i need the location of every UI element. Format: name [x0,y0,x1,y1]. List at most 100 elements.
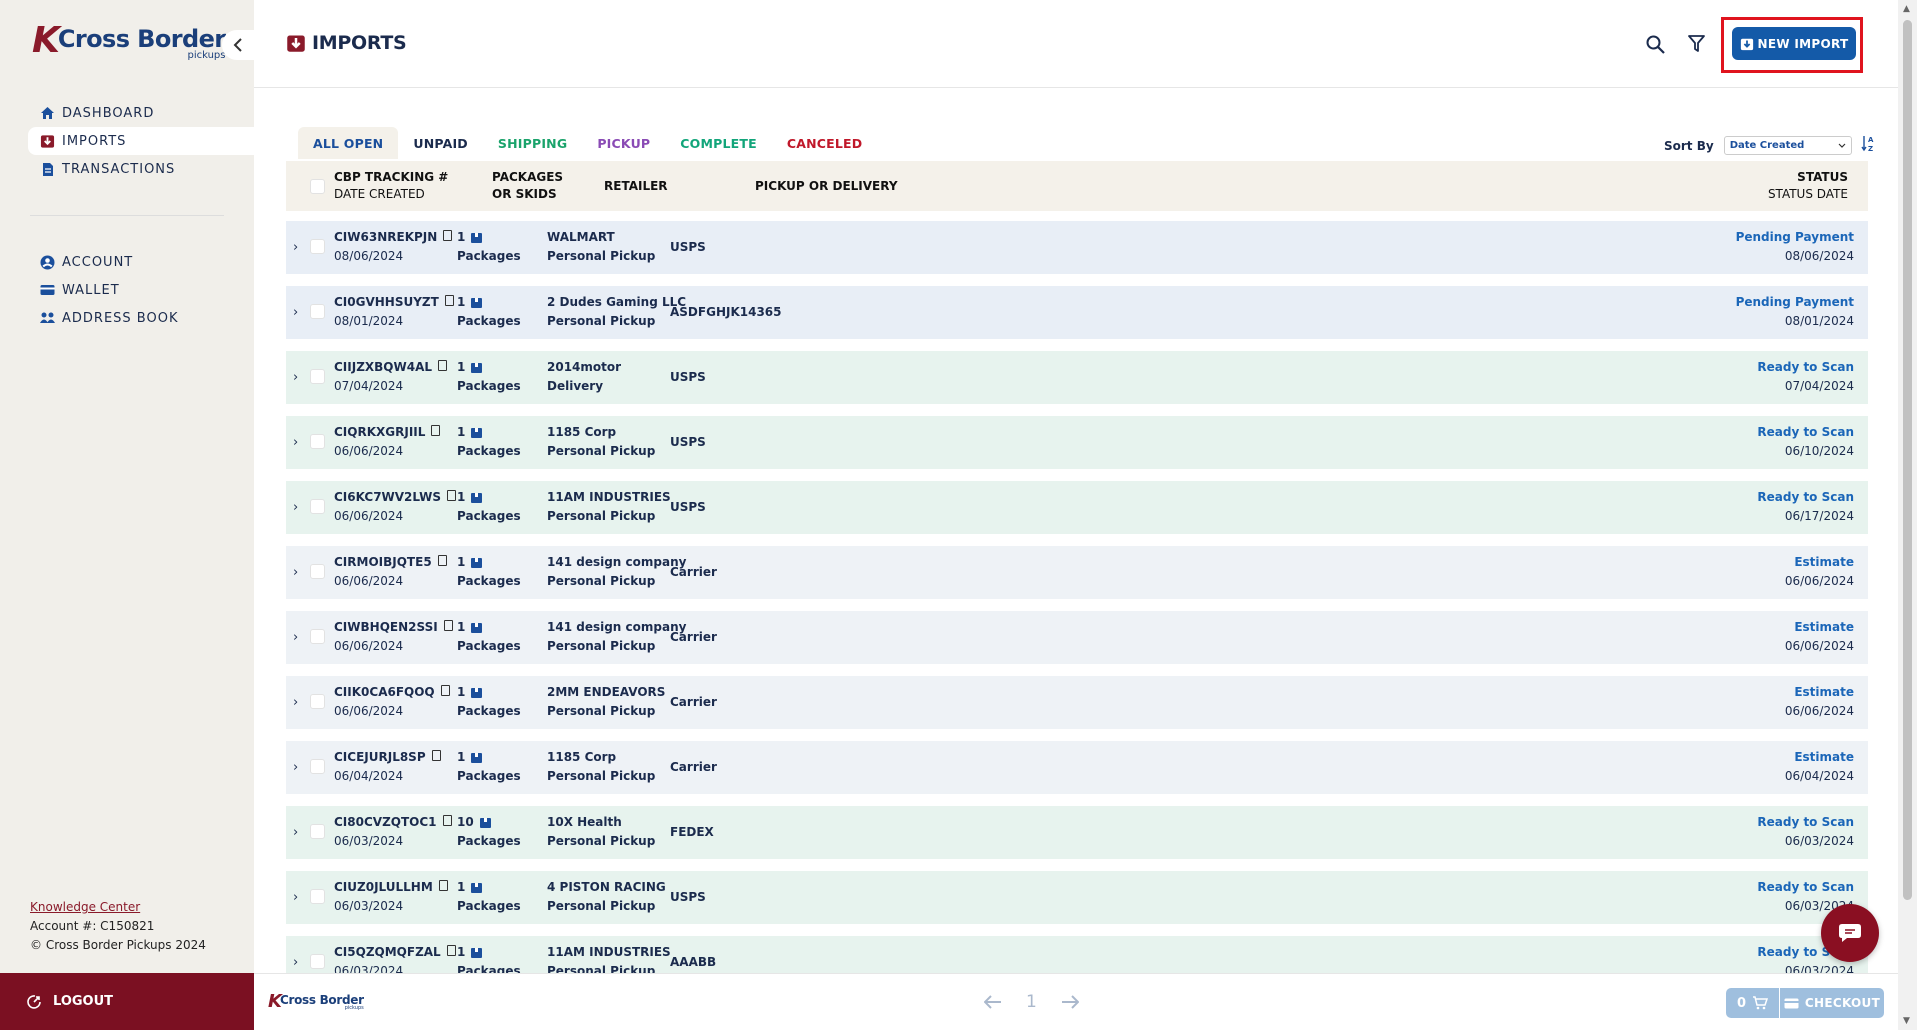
table-row[interactable]: › CIWBHQEN2SSI 06/06/2024 1 Packages 141 desi… [286,611,1868,664]
copy-icon[interactable] [442,815,452,826]
new-import-button[interactable]: NEW IMPORT [1732,27,1856,60]
sort-select[interactable]: Date Created [1723,136,1852,155]
sidebar-item-imports[interactable]: IMPORTS [28,127,254,155]
copy-icon[interactable] [440,685,450,696]
expand-row-icon[interactable]: › [293,565,299,580]
table-row[interactable]: › CIIJZXBQW4AL 07/04/2024 1 Packages 2014moto… [286,351,1868,404]
row-checkbox[interactable] [310,954,325,969]
row-checkbox[interactable] [310,369,325,384]
chat-launcher-button[interactable] [1821,904,1879,962]
copy-icon[interactable] [438,360,448,371]
expand-row-icon[interactable]: › [293,955,299,970]
sidebar-item-wallet[interactable]: WALLET [28,276,254,304]
filter-button[interactable] [1684,32,1708,56]
brand-logo[interactable]: K Cross Border pickups [32,23,226,61]
expand-row-icon[interactable]: › [293,305,299,320]
next-page-button[interactable] [1061,990,1080,1014]
knowledge-center-link[interactable]: Knowledge Center [30,900,141,914]
table-row[interactable]: › CI80CVZQTOC1 06/03/2024 10 Packages 10X Hea… [286,806,1868,859]
row-checkbox[interactable] [310,304,325,319]
expand-row-icon[interactable]: › [293,760,299,775]
copy-icon[interactable] [443,230,453,241]
expand-row-icon[interactable]: › [293,500,299,515]
tab-all-open[interactable]: ALL OPEN [298,127,399,159]
column-tracking[interactable]: CBP TRACKING # DATE CREATED [334,169,448,203]
sidebar-item-address-book[interactable]: ADDRESS BOOK [28,304,254,332]
table-row[interactable]: › CICEJURJL8SP 06/04/2024 1 Packages 1185 Cor… [286,741,1868,794]
expand-row-icon[interactable]: › [293,825,299,840]
tracking-number[interactable]: CIIK0CA6FQOQ [334,685,435,699]
cart-button[interactable]: 0 [1726,988,1779,1018]
current-page[interactable]: 1 [1026,992,1037,1012]
tracking-number[interactable]: CI0GVHHSUYZT [334,295,439,309]
table-row[interactable]: › CI0GVHHSUYZT 08/01/2024 1 Packages 2 Dudes … [286,286,1868,339]
tab-shipping[interactable]: SHIPPING [497,135,568,151]
copy-icon[interactable] [443,620,453,631]
tracking-number[interactable]: CIWBHQEN2SSI [334,620,438,634]
tab-pickup[interactable]: PICKUP [597,135,651,151]
expand-row-icon[interactable]: › [293,890,299,905]
tab-unpaid[interactable]: UNPAID [413,135,468,151]
tracking-number[interactable]: CICEJURJL8SP [334,750,426,764]
column-packages[interactable]: PACKAGES OR SKIDS [492,169,563,203]
page-scrollbar[interactable]: ▲ ▼ [1898,0,1917,1030]
row-checkbox[interactable] [310,499,325,514]
copy-icon[interactable] [446,945,456,956]
tracking-number[interactable]: CI80CVZQTOC1 [334,815,437,829]
row-checkbox[interactable] [310,564,325,579]
tracking-number[interactable]: CI5QZQMQFZAL [334,945,441,959]
scroll-up-icon[interactable]: ▲ [1903,4,1910,14]
expand-row-icon[interactable]: › [293,630,299,645]
logout-button[interactable]: LOGOUT [0,973,254,1030]
sidebar-item-dashboard[interactable]: DASHBOARD [28,99,254,127]
table-row[interactable]: › CIQRKXGRJIIL 06/06/2024 1 Packages 1185 Cor… [286,416,1868,469]
table-row[interactable]: › CIW63NREKPJN 08/06/2024 1 Packages WALMART P… [286,221,1868,274]
expand-row-icon[interactable]: › [293,695,299,710]
row-checkbox[interactable] [310,239,325,254]
scrollbar-thumb[interactable] [1903,20,1912,900]
expand-row-icon[interactable]: › [293,240,299,255]
table-row[interactable]: › CIRMOIBJQTE5 06/06/2024 1 Packages 141 desi… [286,546,1868,599]
column-retailer[interactable]: RETAILER [604,178,668,193]
row-checkbox[interactable] [310,824,325,839]
copy-icon[interactable] [431,425,441,436]
table-row[interactable]: › CI6KC7WV2LWS 06/06/2024 1 Packages 11AM IND… [286,481,1868,534]
sidebar-item-transactions[interactable]: TRANSACTIONS [28,155,254,183]
row-checkbox[interactable] [310,434,325,449]
expand-row-icon[interactable]: › [293,370,299,385]
copy-icon[interactable] [447,490,457,501]
copy-icon[interactable] [444,295,454,306]
row-checkbox[interactable] [310,629,325,644]
expand-row-icon[interactable]: › [293,435,299,450]
column-pickup[interactable]: PICKUP OR DELIVERY [755,178,898,193]
copy-icon[interactable] [438,880,448,891]
table-row[interactable]: › CI5QZQMQFZAL 06/03/2024 1 Packages 11AM IND… [286,936,1868,973]
select-all-checkbox[interactable] [310,179,325,194]
tracking-number[interactable]: CIRMOIBJQTE5 [334,555,432,569]
sidebar-item-account[interactable]: ACCOUNT [28,248,254,276]
tracking-number[interactable]: CIW63NREKPJN [334,230,438,244]
table-row[interactable]: › CIIK0CA6FQOQ 06/06/2024 1 Packages 2MM ENDE… [286,676,1868,729]
search-button[interactable] [1643,32,1667,56]
table-row[interactable]: › CIUZ0JLULLHM 06/03/2024 1 Packages 4 PISTON… [286,871,1868,924]
column-status[interactable]: STATUS STATUS DATE [1768,169,1848,203]
copy-icon[interactable] [437,555,447,566]
copy-icon[interactable] [431,750,441,761]
tracking-number[interactable]: CI6KC7WV2LWS [334,490,442,504]
scroll-down-icon[interactable]: ▼ [1903,1016,1910,1026]
tracking-number[interactable]: CIIJZXBQW4AL [334,360,433,374]
row-checkbox[interactable] [310,759,325,774]
tab-canceled[interactable]: CANCELED [786,135,863,151]
collapse-sidebar-button[interactable] [222,30,254,60]
tracking-number[interactable]: CIQRKXGRJIIL [334,425,426,439]
row-checkbox[interactable] [310,889,325,904]
tracking-number[interactable]: CIUZ0JLULLHM [334,880,433,894]
package-unit: Packages [457,314,521,328]
arrow-right-icon [1061,995,1080,1009]
row-checkbox[interactable] [310,694,325,709]
tab-complete[interactable]: COMPLETE [680,135,757,151]
arrow-left-icon [983,995,1001,1009]
prev-page-button[interactable] [983,990,1002,1014]
checkout-button[interactable]: CHECKOUT [1780,988,1884,1018]
